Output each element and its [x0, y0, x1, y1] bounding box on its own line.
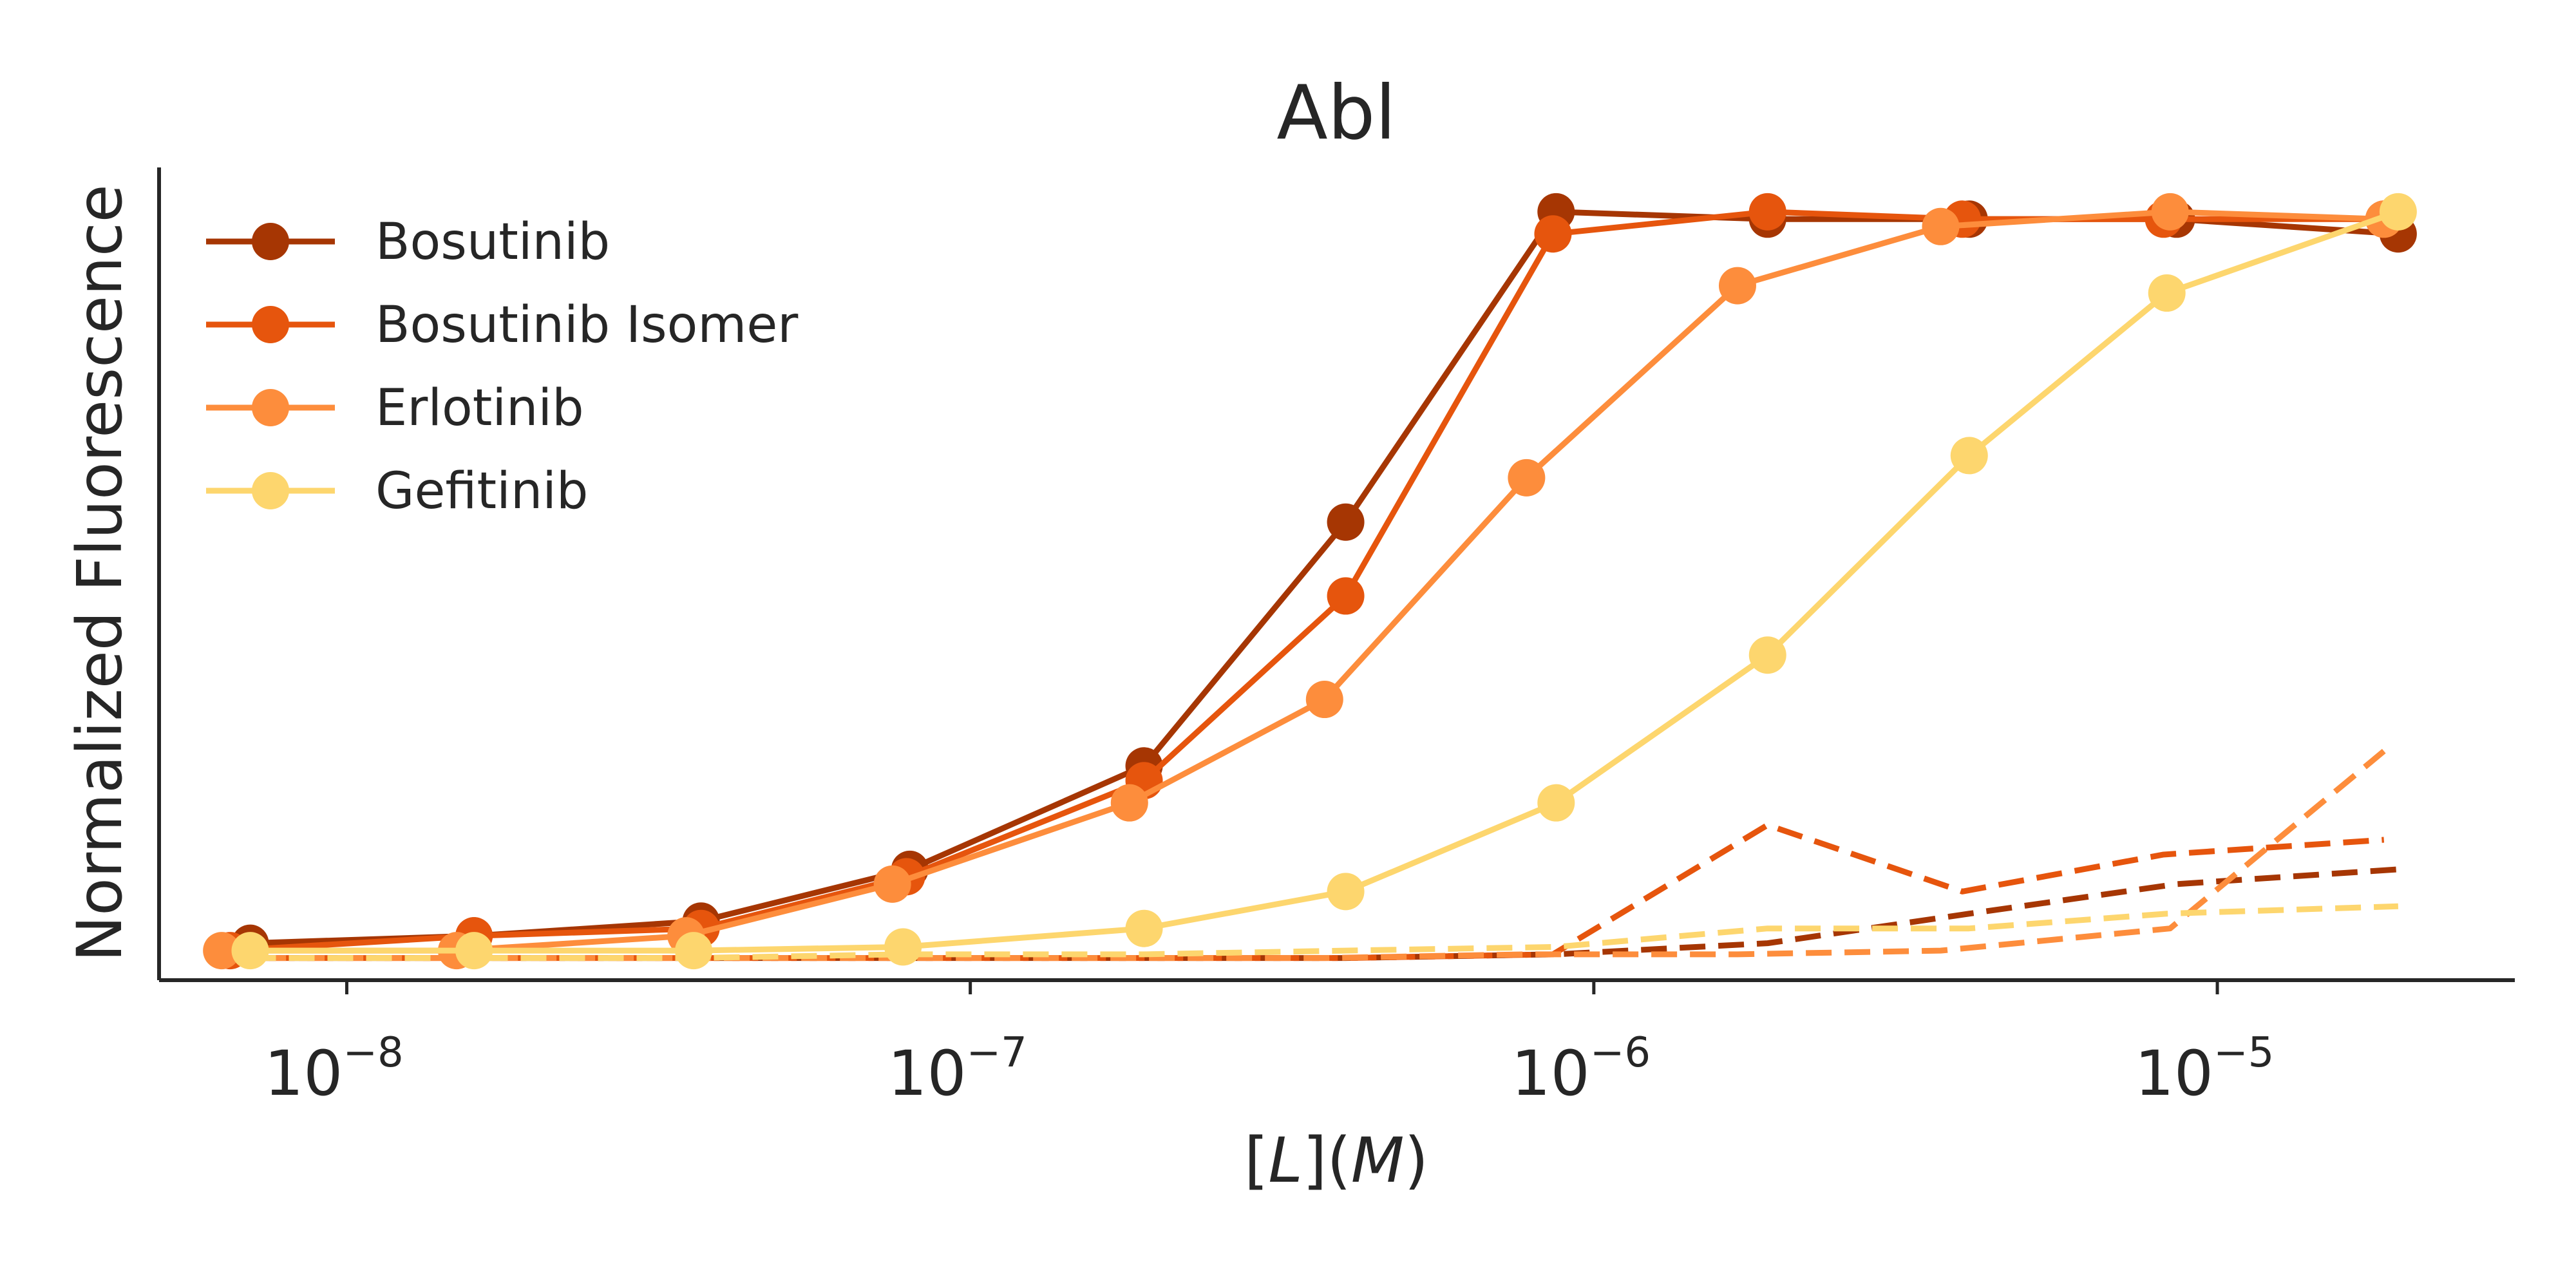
y-axis-label: Normalized Fluorescence — [64, 184, 136, 961]
data-point — [675, 932, 713, 970]
legend-marker — [252, 472, 289, 509]
data-point — [1305, 681, 1343, 719]
chart-title: Abl — [1276, 70, 1396, 156]
plot-area — [203, 193, 2417, 970]
data-point — [2148, 274, 2186, 312]
data-point — [1327, 503, 1365, 541]
control-line — [250, 903, 2399, 961]
data-point — [2379, 193, 2417, 231]
data-point — [1327, 873, 1365, 911]
data-point — [884, 928, 922, 966]
data-point — [1537, 784, 1575, 822]
legend-label: Bosutinib — [375, 213, 610, 271]
data-point — [1748, 636, 1786, 674]
x-tick-label: 10−8 — [264, 1029, 404, 1110]
data-point — [1110, 784, 1148, 822]
data-point — [1922, 207, 1960, 245]
data-point — [1534, 215, 1572, 253]
legend-label: Erlotinib — [375, 379, 584, 437]
legend-label: Gefitinib — [375, 462, 588, 520]
legend-marker — [252, 306, 289, 343]
data-point — [1950, 437, 1988, 475]
data-point — [231, 932, 269, 970]
x-tick-label: 10−6 — [1511, 1029, 1651, 1110]
data-point — [2151, 193, 2189, 231]
legend: Bosutinib Bosutinib Isomer Erlotinib Gefiti… — [206, 213, 799, 520]
data-point — [455, 932, 493, 970]
x-tick-label: 10−5 — [2135, 1029, 2275, 1110]
x-axis-label: [L](M) — [1244, 1124, 1428, 1197]
legend-marker — [252, 389, 289, 426]
legend-label: Bosutinib Isomer — [375, 296, 799, 354]
legend-marker — [252, 223, 289, 260]
x-tick-label: 10−7 — [887, 1029, 1027, 1110]
data-point — [1327, 577, 1365, 615]
data-point — [203, 932, 241, 970]
data-point — [1508, 459, 1546, 497]
data-point — [1748, 193, 1786, 231]
data-point — [1125, 909, 1163, 947]
data-point — [873, 865, 911, 903]
data-point — [1718, 267, 1756, 305]
x-axis-ticks: 10−8 10−7 10−6 10−5 — [264, 980, 2274, 1110]
